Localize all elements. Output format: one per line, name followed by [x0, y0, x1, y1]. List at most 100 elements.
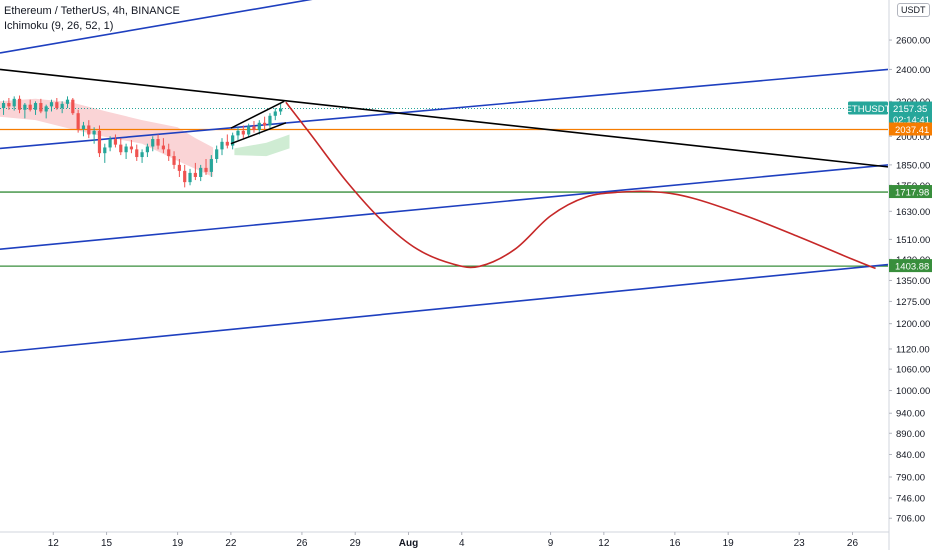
time-tick-label-2: 19	[172, 538, 184, 549]
candle-body-41	[220, 141, 224, 150]
candle-body-32	[172, 156, 176, 165]
candle-body-34	[183, 170, 187, 183]
time-tick-label-7: 4	[459, 538, 465, 549]
candle-body-35	[188, 172, 192, 183]
candle-body-20	[108, 139, 112, 148]
cloud-red	[0, 98, 214, 177]
candle-body-43	[231, 135, 235, 146]
candle-body-7	[39, 103, 43, 112]
price-tick-label-5: 1850.00	[896, 160, 930, 171]
level-price-tag-1: 2037.41	[895, 125, 929, 136]
candle-body-8	[44, 106, 48, 112]
ichimoku-indicator-label[interactable]: Ichimoku (9, 26, 52, 1)	[4, 20, 114, 32]
level-price-tag-2: 1717.98	[895, 187, 929, 198]
wedge-lower	[230, 122, 287, 145]
candle-body-44	[236, 130, 240, 136]
candle-body-24	[129, 146, 134, 150]
candle-body-1	[7, 103, 11, 107]
projection-curve	[285, 101, 876, 270]
last-price-tag-bg	[889, 101, 932, 126]
candle-body-10	[55, 102, 59, 109]
level-price-tag-bg-3	[889, 259, 932, 273]
candle-body-25	[135, 149, 139, 158]
last-price-countdown: 02:14:41	[893, 115, 930, 126]
time-tick-label-10: 16	[669, 538, 681, 549]
candle-body-39	[209, 158, 213, 172]
price-axis[interactable]: 2600.002400.002200.002100.002000.001850.…	[888, 0, 930, 550]
trend-line-4	[0, 68, 888, 168]
candle-body-0	[1, 103, 6, 109]
price-tick-label-4: 2000.00	[896, 132, 930, 143]
level-price-tag-3: 1403.88	[895, 261, 929, 272]
price-tick-label-15: 1000.00	[896, 386, 930, 397]
price-tick-label-17: 890.00	[896, 429, 925, 440]
candle-body-19	[103, 147, 107, 154]
time-tick-label-0: 12	[48, 538, 60, 549]
projection-path	[285, 101, 876, 270]
candle-body-4	[23, 104, 27, 110]
candle-body-30	[161, 145, 165, 150]
trend-line-1	[0, 68, 888, 150]
candle-body-5	[28, 104, 32, 110]
price-tick-label-0: 2600.00	[896, 36, 930, 47]
price-tick-label-7: 1630.00	[896, 207, 930, 218]
candle-body-13	[71, 99, 75, 114]
candle-body-52	[279, 108, 283, 112]
price-tick-label-12: 1200.00	[896, 319, 930, 330]
price-tick-label-18: 840.00	[896, 450, 925, 461]
price-tick-label-13: 1120.00	[896, 344, 930, 355]
candle-body-31	[167, 149, 171, 157]
candle-body-14	[76, 113, 80, 130]
chart-legend: Ethereum / TetherUS, 4h, BINANCE Ichimok…	[4, 4, 180, 34]
price-tick-label-11: 1275.00	[896, 297, 930, 308]
candle-body-23	[124, 146, 128, 153]
candle-body-26	[140, 152, 144, 158]
candle-body-21	[113, 139, 118, 145]
wedge-upper	[230, 100, 285, 129]
time-tick-label-13: 26	[847, 538, 859, 549]
time-tick-label-1: 15	[101, 538, 113, 549]
last-price-value: 2157.35	[893, 104, 927, 115]
price-tick-label-20: 746.00	[896, 494, 925, 505]
candle-body-49	[263, 122, 267, 126]
candle-body-47	[252, 126, 256, 130]
currency-button[interactable]: USDT	[897, 3, 930, 17]
candle-body-48	[257, 122, 261, 130]
candle-body-36	[193, 172, 197, 177]
candle-body-22	[119, 144, 123, 153]
candlesticks	[1, 95, 283, 188]
candle-body-16	[87, 125, 91, 135]
candle-body-37	[199, 167, 203, 177]
candle-body-33	[177, 164, 181, 171]
candle-body-9	[49, 102, 54, 107]
price-tick-label-21: 706.00	[896, 514, 925, 525]
candle-body-29	[156, 139, 160, 146]
time-tick-label-6: Aug	[399, 538, 418, 549]
trend-line-3	[0, 263, 888, 354]
candle-body-42	[225, 141, 229, 146]
price-tick-label-10: 1350.00	[896, 276, 930, 287]
time-tick-label-12: 23	[794, 538, 806, 549]
price-tick-label-8: 1510.00	[896, 235, 930, 246]
candle-body-28	[151, 139, 155, 147]
candle-body-45	[241, 130, 245, 135]
symbol-title[interactable]: Ethereum / TetherUS, 4h, BINANCE	[4, 5, 180, 17]
ticker-tag-bg	[848, 101, 888, 115]
cloud-green	[234, 134, 290, 157]
price-tick-label-14: 1060.00	[896, 365, 930, 376]
candle-body-18	[97, 130, 102, 154]
candle-body-27	[145, 146, 150, 153]
price-tick-label-19: 790.00	[896, 473, 925, 484]
trend-line-2	[0, 164, 888, 251]
candle-body-6	[33, 103, 38, 110]
price-tick-label-1: 2400.00	[896, 65, 930, 76]
price-tick-label-16: 940.00	[896, 409, 925, 420]
candle-body-3	[17, 98, 22, 110]
time-axis[interactable]: 12 15 19 22 26 29 Aug 4 9 12 16 19 23 26	[0, 531, 889, 549]
candle-body-46	[247, 126, 251, 135]
ichimoku-cloud	[0, 98, 290, 177]
level-price-tag-bg-2	[889, 185, 932, 199]
candle-body-38	[204, 167, 208, 172]
